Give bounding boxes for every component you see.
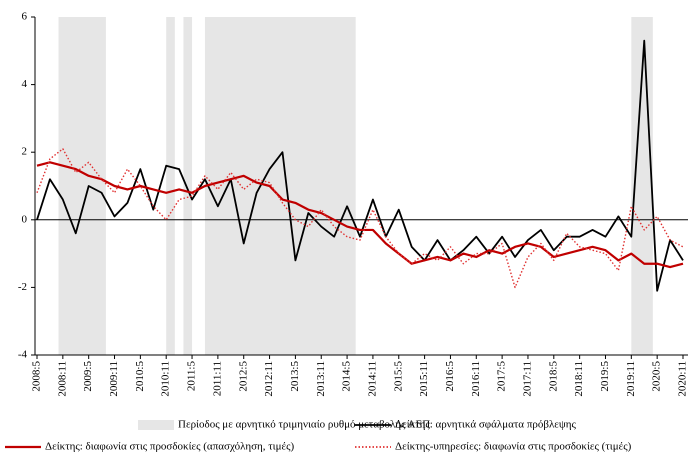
x-tick-label: 2020:5 (651, 361, 663, 392)
x-tick-label: 2014:5 (341, 361, 353, 392)
x-tick-label: 2014:11 (366, 361, 378, 397)
x-tick-label: 2013:5 (289, 361, 301, 392)
shaded-period (166, 17, 175, 355)
x-tick-label: 2008:11 (56, 361, 68, 397)
series-line (36, 148, 684, 289)
y-tick-label: 2 (22, 146, 28, 158)
x-tick-label: 2009:11 (108, 361, 120, 397)
shaded-period (58, 17, 106, 355)
shaded-period (204, 17, 356, 355)
legend-label: Δείκτης: αρνητικά σφάλματα πρόβλεψης (395, 419, 577, 431)
y-tick-label: -4 (18, 349, 28, 361)
y-tick-label: 0 (22, 213, 28, 225)
x-tick-label: 2019:11 (625, 361, 637, 397)
x-tick-label: 2013:11 (315, 361, 327, 397)
x-tick-label: 2017:11 (521, 361, 533, 397)
x-tick-label: 2010:11 (160, 361, 172, 397)
x-tick-label: 2009:5 (82, 361, 94, 392)
x-tick-label: 2012:11 (263, 361, 275, 397)
x-tick-label: 2011:11 (211, 361, 223, 396)
legend-label: Δείκτης-υπηρεσίες: διαφωνία στις προσδοκ… (395, 441, 632, 453)
x-tick-label: 2017:5 (496, 361, 508, 392)
x-tick-label: 2015:5 (392, 361, 404, 392)
series-line (36, 161, 684, 269)
y-tick-label: 4 (22, 78, 28, 90)
x-tick-label: 2019:5 (599, 361, 611, 392)
x-tick-label: 2012:5 (237, 361, 249, 392)
legend-label: Δείκτης: διαφωνία στις προσδοκίες (απασχ… (45, 441, 295, 453)
x-tick-label: 2016:11 (470, 361, 482, 397)
series-line (36, 39, 684, 292)
x-tick-label: 2016:5 (444, 361, 456, 392)
x-tick-label: 2015:11 (418, 361, 430, 397)
x-tick-label: 2018:5 (547, 361, 559, 392)
legend-swatch (138, 420, 174, 430)
shaded-period (183, 17, 193, 355)
legend-label: Περίοδος με αρνητικό τριμηνιαίο ρυθμό με… (178, 419, 430, 431)
x-tick-label: 2011:5 (186, 361, 198, 392)
x-tick-label: 2010:5 (134, 361, 146, 392)
y-tick-label: 6 (22, 11, 28, 23)
x-tick-label: 2008:5 (31, 361, 43, 392)
y-tick-label: -2 (18, 281, 27, 293)
x-tick-label: 2020:11 (677, 361, 689, 397)
x-tick-label: 2018:11 (573, 361, 585, 397)
